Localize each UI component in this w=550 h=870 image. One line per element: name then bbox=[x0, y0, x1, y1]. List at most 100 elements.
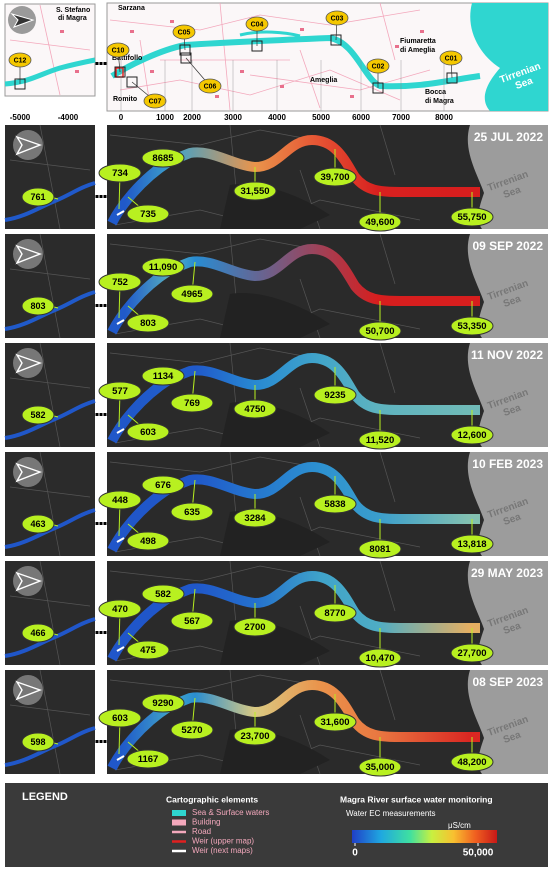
legend-item: Building bbox=[192, 818, 220, 827]
road bbox=[109, 674, 331, 691]
road bbox=[219, 2, 231, 111]
distance-tick-label: 1000 bbox=[156, 113, 174, 122]
break-dot bbox=[103, 62, 107, 65]
value-badge bbox=[98, 163, 142, 183]
sea bbox=[467, 670, 548, 774]
compass-arrow bbox=[15, 353, 43, 374]
station-label: C07 bbox=[149, 98, 162, 105]
value-label: 9235 bbox=[324, 390, 346, 401]
station-marker bbox=[106, 42, 130, 58]
distance-tick-label: 8000 bbox=[435, 113, 453, 122]
building bbox=[150, 70, 154, 73]
road bbox=[9, 486, 91, 498]
value-badge bbox=[98, 599, 142, 619]
road bbox=[119, 69, 401, 101]
river bbox=[107, 353, 480, 444]
sea bbox=[467, 452, 548, 556]
distance-tick-label: 3000 bbox=[224, 113, 242, 122]
value-badge bbox=[98, 272, 142, 292]
panel-date: 08 SEP 2023 bbox=[472, 675, 543, 689]
road bbox=[9, 377, 91, 389]
hill-shade bbox=[220, 293, 330, 338]
river bbox=[4, 57, 96, 87]
colorbar-title: Water EC measurements bbox=[346, 809, 436, 818]
station-label: C05 bbox=[178, 29, 191, 36]
legend-swatch bbox=[172, 819, 186, 826]
station-marker bbox=[245, 16, 269, 32]
break-dot bbox=[99, 304, 103, 307]
value-badge bbox=[98, 381, 142, 401]
value-badge bbox=[170, 611, 214, 631]
value-badge bbox=[233, 399, 277, 419]
value-badge bbox=[141, 475, 185, 495]
road bbox=[39, 451, 61, 557]
place-label: S. Stefano bbox=[56, 7, 90, 14]
value-badge bbox=[126, 313, 170, 333]
river bbox=[107, 462, 480, 553]
weir bbox=[116, 537, 125, 543]
legend-item: Sea & Surface waters bbox=[192, 808, 269, 817]
road bbox=[379, 669, 396, 721]
building bbox=[75, 70, 79, 73]
road bbox=[109, 565, 331, 582]
building bbox=[215, 95, 219, 98]
road bbox=[109, 347, 331, 364]
value-label: 39,700 bbox=[320, 172, 349, 183]
value-badge bbox=[141, 693, 185, 713]
break-dot bbox=[99, 522, 103, 525]
value-label: 603 bbox=[140, 427, 156, 438]
value-label: 8770 bbox=[324, 608, 345, 619]
building bbox=[350, 95, 354, 98]
value-label: 50,700 bbox=[365, 326, 394, 337]
value-badge bbox=[313, 494, 357, 514]
break-dot bbox=[95, 195, 99, 198]
panel: TirrenianSea58257760311347694750923511,5… bbox=[4, 342, 548, 450]
building bbox=[130, 30, 134, 33]
value-label: 603 bbox=[112, 713, 128, 724]
road bbox=[109, 129, 331, 146]
place-label: Romito bbox=[113, 96, 137, 103]
compass-arrow bbox=[15, 680, 43, 701]
river-tributary bbox=[239, 30, 301, 38]
value-badge bbox=[313, 603, 357, 623]
station-box bbox=[114, 66, 126, 78]
place-label: Bocca bbox=[425, 89, 446, 96]
break-dot bbox=[103, 522, 107, 525]
value-badge bbox=[313, 712, 357, 732]
station-marker bbox=[198, 78, 222, 94]
value-badge bbox=[450, 534, 494, 554]
value-label: 676 bbox=[155, 480, 171, 491]
value-label: 567 bbox=[184, 616, 200, 627]
place-label: Ameglia bbox=[310, 77, 337, 84]
station-label: C10 bbox=[112, 47, 125, 54]
value-badge bbox=[450, 643, 494, 663]
sea bbox=[467, 125, 548, 229]
road bbox=[109, 9, 421, 31]
break-dot bbox=[95, 304, 99, 307]
value-badge bbox=[141, 148, 185, 168]
value-label: 466 bbox=[30, 628, 45, 638]
station-label: C01 bbox=[445, 55, 458, 62]
break-dot bbox=[99, 631, 103, 634]
distance-tick-label: 6000 bbox=[352, 113, 370, 122]
road bbox=[379, 2, 396, 61]
colorbar-unit: μS/cm bbox=[448, 821, 471, 830]
river bbox=[110, 34, 481, 90]
value-badge bbox=[170, 502, 214, 522]
value-badge bbox=[358, 648, 402, 668]
value-label: 11,090 bbox=[149, 262, 178, 273]
value-label: 1134 bbox=[153, 371, 174, 382]
value-label: 11,520 bbox=[366, 435, 395, 446]
station-marker bbox=[366, 58, 390, 74]
place-label: Fiumaretta bbox=[400, 38, 436, 45]
building bbox=[280, 85, 284, 88]
value-label: 635 bbox=[184, 507, 201, 518]
legend: LEGEND Cartographic elements Sea & Surface… bbox=[5, 783, 548, 867]
value-label: 448 bbox=[112, 495, 128, 506]
value-label: 27,700 bbox=[457, 648, 486, 659]
value-badge bbox=[21, 623, 55, 643]
legend-bg bbox=[5, 783, 548, 867]
value-label: 48,200 bbox=[457, 757, 486, 768]
value-label: 3284 bbox=[244, 513, 266, 524]
